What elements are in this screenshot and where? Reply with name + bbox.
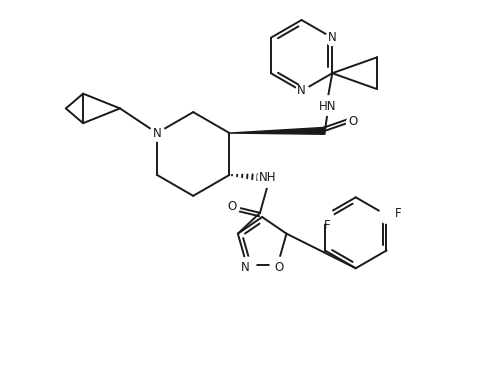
Text: NH: NH — [259, 171, 276, 184]
Text: HN: HN — [319, 100, 336, 113]
Text: N: N — [153, 127, 161, 139]
Text: N: N — [241, 261, 250, 274]
Text: N: N — [328, 31, 336, 44]
Text: N: N — [297, 85, 306, 98]
Text: O: O — [228, 200, 237, 213]
Polygon shape — [229, 127, 325, 134]
Text: F: F — [395, 207, 402, 220]
Text: O: O — [274, 261, 283, 274]
Text: O: O — [348, 115, 358, 128]
Text: F: F — [324, 219, 331, 232]
